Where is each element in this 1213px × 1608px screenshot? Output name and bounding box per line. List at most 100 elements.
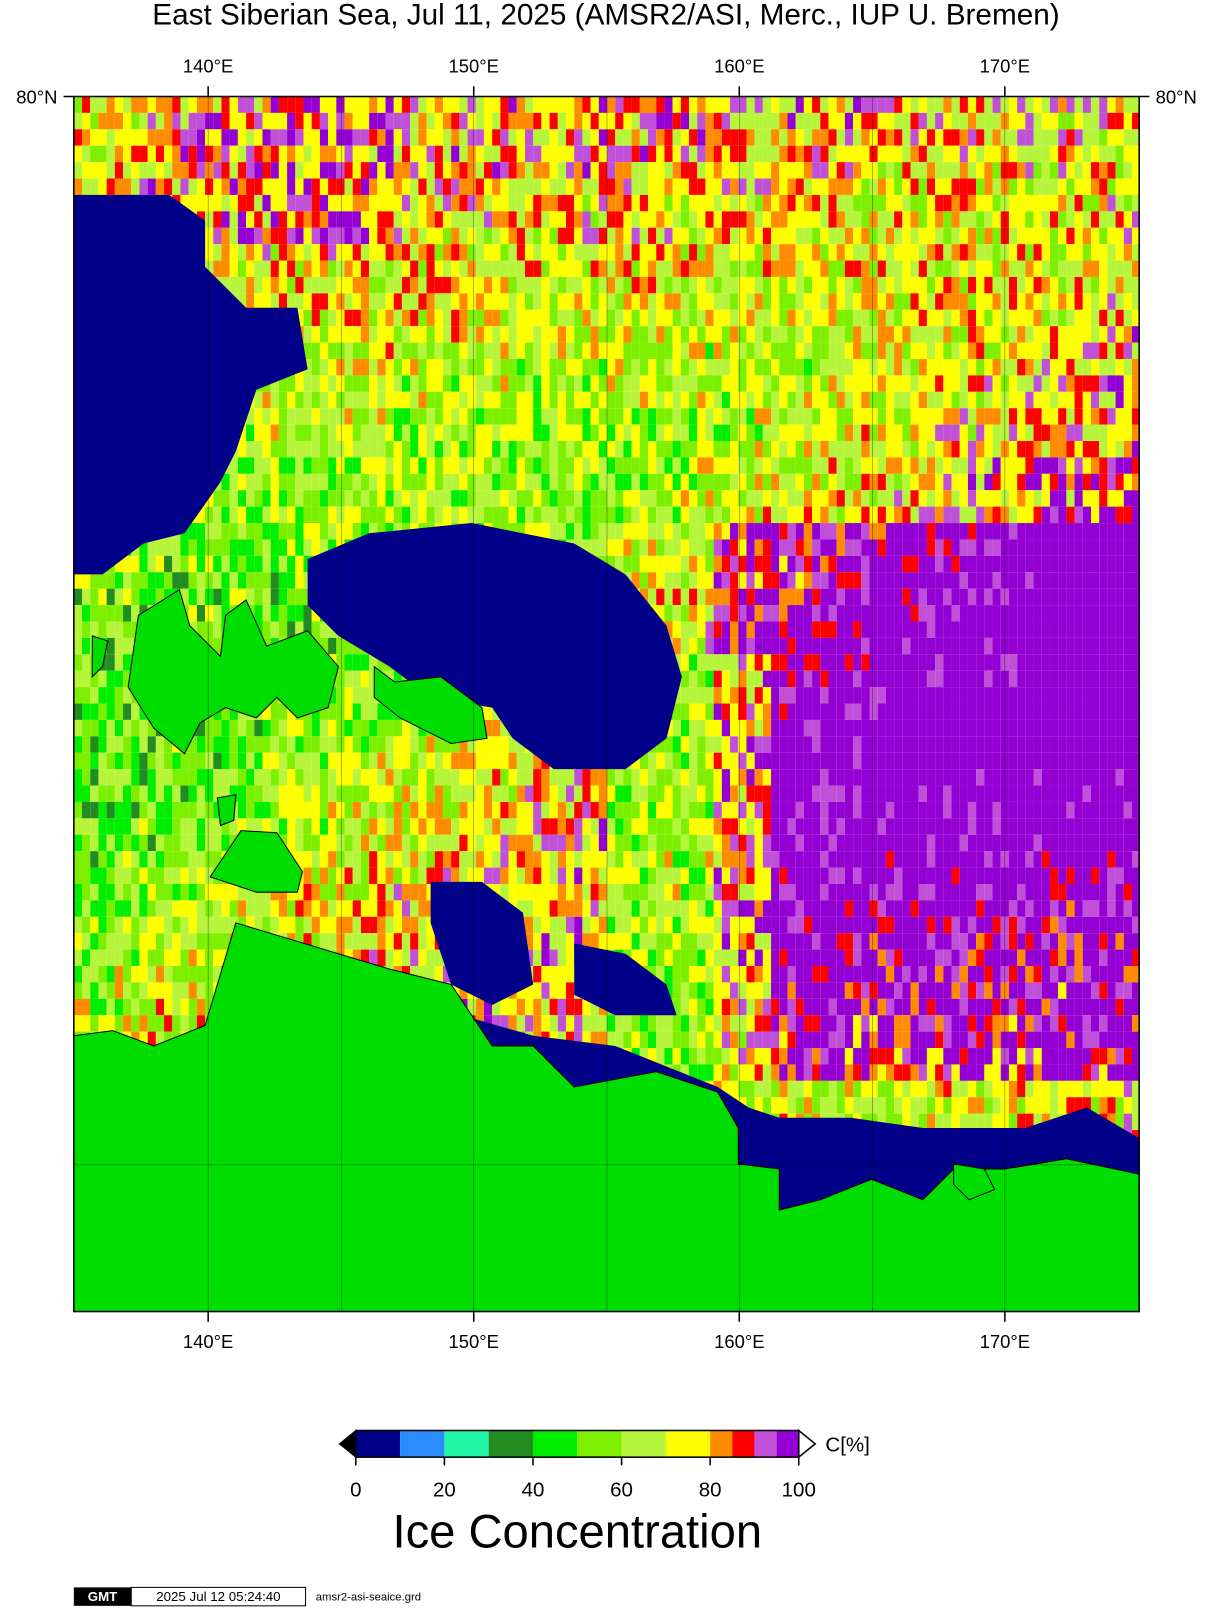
ice-cell	[976, 670, 985, 688]
ice-cell	[303, 227, 312, 245]
ice-cell	[639, 473, 649, 491]
ice-cell	[533, 523, 542, 540]
ice-cell	[442, 178, 452, 195]
ice-cell	[254, 555, 263, 573]
ice-cell	[73, 162, 83, 179]
ice-cell	[771, 523, 780, 540]
ice-cell	[713, 178, 722, 195]
ice-cell	[360, 490, 370, 507]
ice-cell	[254, 506, 263, 524]
ice-cell	[590, 391, 599, 409]
ice-cell	[894, 211, 903, 228]
ice-cell	[1082, 572, 1091, 589]
ice-cell	[147, 588, 156, 606]
ice-cell	[123, 96, 132, 113]
ice-cell	[557, 490, 566, 507]
ice-cell	[524, 96, 534, 113]
ice-cell	[311, 309, 320, 327]
ice-cell	[1066, 506, 1075, 524]
ice-cell	[877, 441, 886, 458]
ice-cell	[705, 539, 714, 556]
ice-cell	[894, 162, 903, 179]
ice-cell	[1123, 145, 1132, 163]
ice-cell	[869, 194, 878, 212]
ice-cell	[959, 473, 968, 491]
ice-cell	[180, 112, 189, 130]
ice-cell	[680, 457, 690, 474]
ice-cell	[795, 276, 804, 294]
ice-cell	[278, 244, 288, 261]
ice-cell	[1115, 441, 1124, 458]
ice-cell	[213, 572, 222, 589]
ice-cell	[311, 178, 320, 195]
ice-cell	[910, 244, 919, 261]
ice-cell	[836, 342, 845, 359]
ice-cell	[483, 244, 493, 261]
ice-cell	[639, 260, 649, 277]
ice-cell	[1131, 162, 1140, 179]
ice-cell	[344, 358, 353, 376]
ice-cell	[385, 244, 394, 261]
ice-cell	[1033, 441, 1042, 458]
ice-cell	[738, 605, 747, 622]
ice-cell	[1123, 358, 1132, 376]
ice-cell	[738, 687, 747, 704]
ice-cell	[303, 162, 312, 179]
ice-cell	[123, 670, 132, 688]
ice-cell	[762, 293, 772, 310]
ice-cell	[967, 129, 977, 146]
ice-cell	[639, 244, 649, 261]
ice-cell	[967, 145, 977, 163]
ice-cell	[287, 457, 296, 474]
ice-cell	[598, 309, 608, 327]
ice-cell	[820, 145, 829, 163]
ice-cell	[779, 112, 788, 130]
ice-cell	[967, 162, 977, 179]
ice-cell	[1074, 211, 1083, 228]
ice-cell	[820, 129, 829, 146]
ice-cell	[426, 112, 435, 130]
ice-cell	[844, 244, 854, 261]
ice-cell	[205, 588, 214, 606]
ice-cell	[746, 637, 755, 655]
ice-cell	[910, 408, 919, 425]
ice-cell	[721, 145, 731, 163]
ice-cell	[992, 326, 1001, 343]
ice-cell	[730, 572, 739, 589]
ice-cell	[262, 162, 271, 179]
ice-cell	[213, 112, 222, 130]
ice-cell	[779, 391, 788, 409]
ice-cell	[935, 391, 944, 409]
ice-cell	[697, 96, 706, 113]
ice-cell	[951, 539, 960, 556]
ice-cell	[812, 457, 821, 474]
ice-cell	[549, 178, 558, 195]
ice-cell	[352, 276, 361, 294]
ice-cell	[533, 408, 542, 425]
ice-cell	[885, 342, 895, 359]
ice-cell	[812, 539, 821, 556]
ice-cell	[746, 309, 755, 327]
ice-cell	[574, 211, 583, 228]
ice-cell	[697, 162, 706, 179]
ice-cell	[106, 572, 115, 589]
ice-cell	[549, 211, 558, 228]
ice-cell	[926, 654, 936, 671]
ice-cell	[680, 424, 690, 442]
ice-cell	[787, 408, 796, 425]
ice-cell	[270, 244, 279, 261]
ice-cell	[139, 539, 148, 556]
ice-cell	[459, 178, 468, 195]
ice-cell	[360, 194, 370, 212]
ice-cell	[574, 244, 583, 261]
ice-cell	[590, 162, 599, 179]
ice-cell	[385, 719, 394, 737]
ice-cell	[459, 129, 468, 146]
ice-cell	[738, 260, 747, 277]
ice-cell	[1025, 391, 1034, 409]
ice-cell	[172, 112, 181, 130]
ice-cell	[943, 326, 952, 343]
ice-cell	[311, 523, 320, 540]
ice-cell	[639, 572, 649, 589]
ice-cell	[721, 194, 731, 212]
